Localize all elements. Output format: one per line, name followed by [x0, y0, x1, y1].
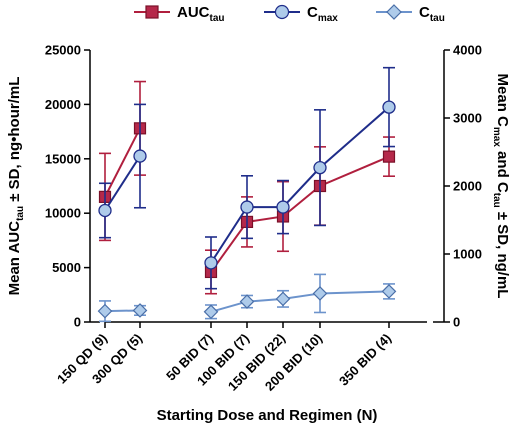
data-point	[313, 160, 327, 175]
data-point	[98, 203, 112, 218]
data-point	[312, 286, 328, 301]
series-line	[104, 155, 141, 212]
legend-label-ctau: Ctau	[419, 4, 445, 24]
series-layer	[97, 66, 397, 323]
data-point	[132, 303, 148, 318]
series-line	[104, 127, 141, 198]
y-axis-right-ticks: 0 1000 2000 3000 4000	[444, 43, 482, 330]
y-left-tick-label: 5000	[52, 260, 81, 275]
legend-item-auc-tau: AUCtau	[134, 4, 225, 24]
legend-label-auc-tau: AUCtau	[177, 4, 225, 24]
data-point	[203, 304, 219, 320]
series-line	[210, 155, 390, 273]
data-point	[204, 256, 218, 270]
y-right-tick-label: 2000	[453, 179, 482, 194]
legend-item-ctau: Ctau	[376, 4, 445, 24]
data-point	[382, 100, 396, 114]
legend: AUCtau Cmax Ctau	[134, 4, 445, 24]
x-axis-title: Starting Dose and Regimen (N)	[157, 407, 378, 424]
series-1	[98, 66, 396, 290]
legend-item-cmax: Cmax	[264, 4, 338, 24]
x-axis-ticks: 150 QD (9)300 QD (5) 50 BID (7)100 BID (7…	[54, 322, 394, 394]
y-right-tick-label: 4000	[453, 43, 482, 58]
data-point	[133, 149, 147, 163]
data-point	[276, 200, 290, 214]
y-left-tick-label: 0	[74, 315, 81, 330]
y-axis-right-title: Mean Cmax and Ctau ± SD, ng/mL	[491, 74, 511, 299]
series-line	[210, 290, 390, 313]
y-right-tick-label: 3000	[453, 111, 482, 126]
legend-label-cmax: Cmax	[307, 4, 338, 24]
y-left-tick-label: 25000	[45, 43, 81, 58]
y-axis-left-ticks: 0 5000 10000 15000 20000 25000	[45, 43, 90, 330]
series-line	[210, 106, 390, 264]
y-right-tick-label: 1000	[453, 247, 482, 262]
y-left-tick-label: 15000	[45, 151, 81, 166]
data-point	[239, 294, 255, 309]
data-point	[382, 150, 396, 163]
data-point	[240, 200, 254, 214]
data-point	[381, 284, 397, 299]
x-tick-label: 350 BID (4)	[336, 331, 394, 389]
y-left-tick-label: 10000	[45, 206, 81, 221]
data-point	[275, 291, 291, 307]
y-right-tick-label: 0	[453, 315, 460, 330]
series-2	[97, 273, 397, 323]
y-left-tick-label: 20000	[45, 97, 81, 112]
y-axis-left-title: Mean AUCtau ± SD, ng•hour/mL	[6, 77, 26, 296]
data-point	[97, 303, 113, 319]
